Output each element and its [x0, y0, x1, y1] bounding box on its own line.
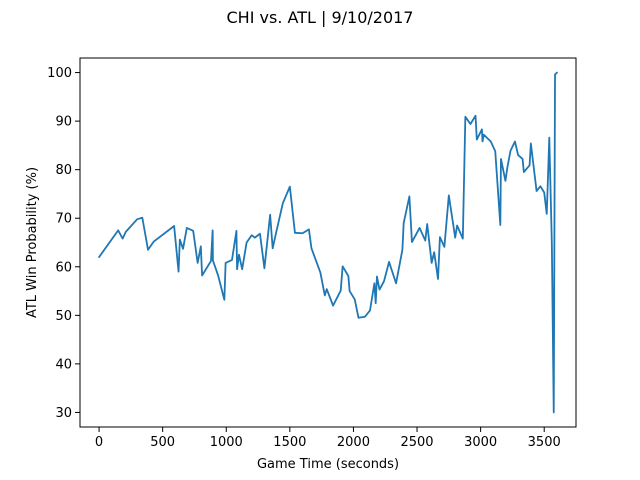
- axes-frame: [79, 57, 577, 428]
- y-tick-label: 30: [55, 406, 72, 421]
- y-tick-label: 40: [55, 357, 72, 372]
- y-tick-label: 90: [55, 115, 72, 130]
- y-tick-label: 50: [55, 309, 72, 324]
- y-axis-label: ATL Win Probability (%): [25, 167, 40, 318]
- y-tick-label: 80: [55, 163, 72, 178]
- x-axis-ticks: 0 500 1000 1500 2000 2500 3000 3500: [95, 427, 561, 450]
- x-tick-label: 0: [95, 435, 103, 450]
- x-tick-label: 3500: [528, 435, 561, 450]
- y-tick-label: 70: [55, 212, 72, 227]
- x-tick-label: 1500: [273, 435, 306, 450]
- x-tick-label: 2000: [337, 435, 370, 450]
- x-tick-label: 500: [150, 435, 175, 450]
- series-line-0: [98, 71, 558, 414]
- x-tick-label: 3000: [464, 435, 497, 450]
- y-tick-label: 60: [55, 260, 72, 275]
- x-tick-label: 2500: [400, 435, 433, 450]
- x-tick-label: 1000: [210, 435, 243, 450]
- y-axis-ticks: 30 40 50 60 70 80 90 100: [47, 66, 80, 421]
- x-axis-label: Game Time (seconds): [257, 457, 399, 472]
- y-tick-label: 100: [47, 66, 72, 81]
- chart-title: CHI vs. ATL | 9/10/2017: [227, 8, 414, 27]
- plot-layer: [98, 71, 558, 414]
